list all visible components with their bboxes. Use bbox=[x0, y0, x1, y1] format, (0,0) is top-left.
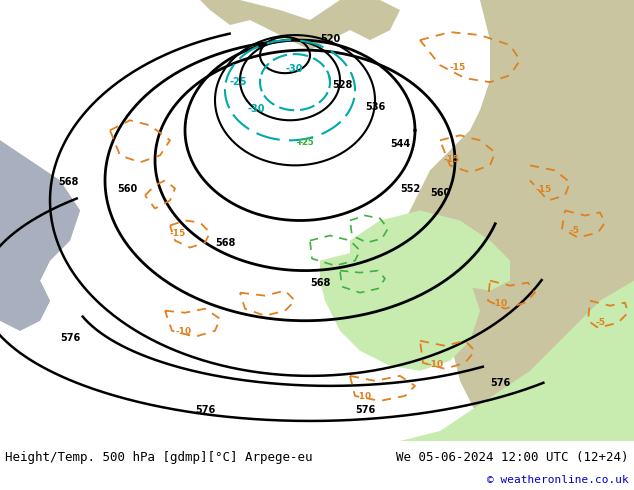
Text: 576: 576 bbox=[195, 405, 216, 415]
Text: 560: 560 bbox=[430, 189, 450, 198]
Text: 568: 568 bbox=[58, 177, 79, 187]
Text: 568: 568 bbox=[310, 278, 330, 288]
Text: -15: -15 bbox=[450, 63, 466, 72]
Text: 560: 560 bbox=[117, 184, 137, 195]
Text: +25: +25 bbox=[295, 138, 314, 147]
Text: +25: +25 bbox=[296, 138, 313, 147]
Text: -15: -15 bbox=[535, 185, 551, 195]
Polygon shape bbox=[0, 140, 80, 441]
Text: -10: -10 bbox=[428, 360, 444, 369]
Text: We 05-06-2024 12:00 UTC (12+24): We 05-06-2024 12:00 UTC (12+24) bbox=[396, 450, 629, 464]
Polygon shape bbox=[200, 0, 400, 50]
Text: -30: -30 bbox=[285, 64, 302, 74]
Text: -5: -5 bbox=[595, 318, 605, 327]
Text: 552: 552 bbox=[400, 184, 420, 195]
Text: 528: 528 bbox=[332, 80, 353, 90]
Text: 536: 536 bbox=[365, 102, 385, 112]
Polygon shape bbox=[320, 241, 480, 371]
Polygon shape bbox=[400, 0, 634, 441]
Text: 576: 576 bbox=[355, 405, 375, 415]
Text: -25: -25 bbox=[230, 77, 247, 87]
Polygon shape bbox=[350, 281, 634, 441]
Text: -10: -10 bbox=[175, 327, 191, 336]
Polygon shape bbox=[350, 211, 510, 291]
Text: 520: 520 bbox=[320, 34, 340, 44]
Text: -10: -10 bbox=[492, 299, 508, 308]
Text: -30: -30 bbox=[248, 104, 266, 114]
Text: Height/Temp. 500 hPa [gdmp][°C] Arpege-eu: Height/Temp. 500 hPa [gdmp][°C] Arpege-e… bbox=[5, 450, 313, 464]
Text: -10: -10 bbox=[355, 392, 371, 401]
Text: -15: -15 bbox=[170, 228, 186, 238]
Polygon shape bbox=[0, 0, 80, 331]
Text: 544: 544 bbox=[390, 139, 410, 149]
Text: -15: -15 bbox=[444, 155, 460, 164]
Text: 568: 568 bbox=[215, 238, 235, 247]
Text: © weatheronline.co.uk: © weatheronline.co.uk bbox=[488, 475, 629, 485]
Text: 576: 576 bbox=[60, 333, 81, 343]
Text: 576: 576 bbox=[490, 378, 510, 388]
Text: -5: -5 bbox=[570, 225, 580, 235]
